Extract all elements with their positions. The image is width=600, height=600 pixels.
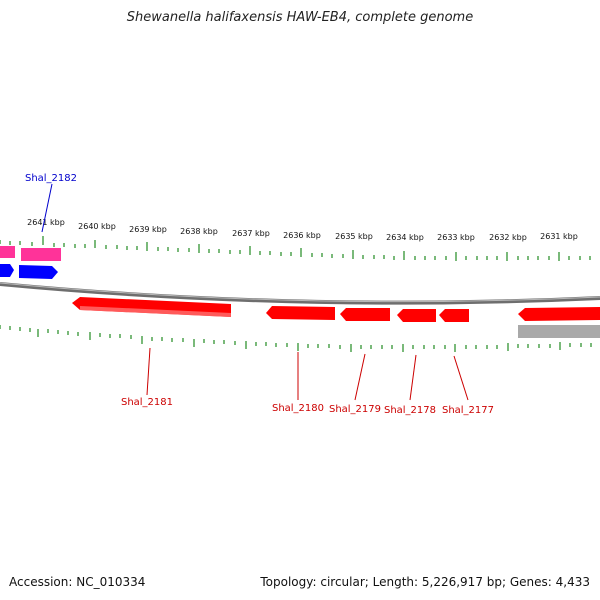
tick-label: 2633 kbp — [437, 233, 475, 242]
tick-label: 2635 kbp — [335, 232, 373, 241]
blue-gene-arrow[interactable] — [0, 264, 14, 277]
gray-feature-block[interactable] — [518, 325, 600, 338]
lower-tick-row — [0, 325, 592, 352]
minus-strand-features — [72, 297, 600, 338]
label-leaders — [41, 183, 469, 401]
map-title: Shewanella halifaxensis HAW-EB4, complet… — [126, 10, 474, 25]
gene-arrow-shal-2178[interactable] — [397, 309, 436, 322]
tick-label: 2634 kbp — [386, 233, 424, 242]
tick-label: 2639 kbp — [129, 225, 167, 234]
topology-text: Topology: circular; Length: 5,226,917 bp… — [260, 575, 590, 589]
blue-gene-arrow[interactable] — [19, 265, 58, 279]
tick-label: 2640 kbp — [78, 222, 116, 231]
genome-backbone — [0, 282, 600, 305]
gene-arrow-shal-2180[interactable] — [266, 306, 335, 320]
tick-label: 2632 kbp — [489, 233, 527, 242]
tick-label: 2641 kbp — [27, 218, 65, 227]
gene-arrow-right-edge[interactable] — [518, 307, 600, 321]
gene-label[interactable]: Shal_2180 — [272, 403, 324, 414]
tick-label: 2636 kbp — [283, 231, 321, 240]
gene-arrow-shal-2177[interactable] — [439, 309, 469, 322]
tick-label: 2638 kbp — [180, 227, 218, 236]
plus-strand-features — [0, 246, 61, 279]
tick-label: 2637 kbp — [232, 229, 270, 238]
gene-label[interactable]: Shal_2179 — [329, 404, 381, 415]
gene-label[interactable]: Shal_2182 — [25, 173, 77, 184]
gene-label[interactable]: Shal_2178 — [384, 405, 436, 416]
gene-arrow-shal-2179[interactable] — [340, 308, 390, 321]
gene-labels: Shal_2182 Shal_2181 Shal_2180 Shal_2179 … — [25, 173, 494, 416]
upper-tick-row — [0, 236, 591, 261]
accession-text: Accession: NC_010334 — [9, 575, 146, 589]
tick-labels: 2641 kbp 2640 kbp 2639 kbp 2638 kbp 2637… — [27, 218, 578, 242]
gene-label[interactable]: Shal_2181 — [121, 397, 173, 408]
pink-feature-block[interactable] — [21, 248, 61, 261]
pink-feature-block[interactable] — [0, 246, 15, 258]
gene-label[interactable]: Shal_2177 — [442, 405, 494, 416]
tick-label: 2631 kbp — [540, 232, 578, 241]
